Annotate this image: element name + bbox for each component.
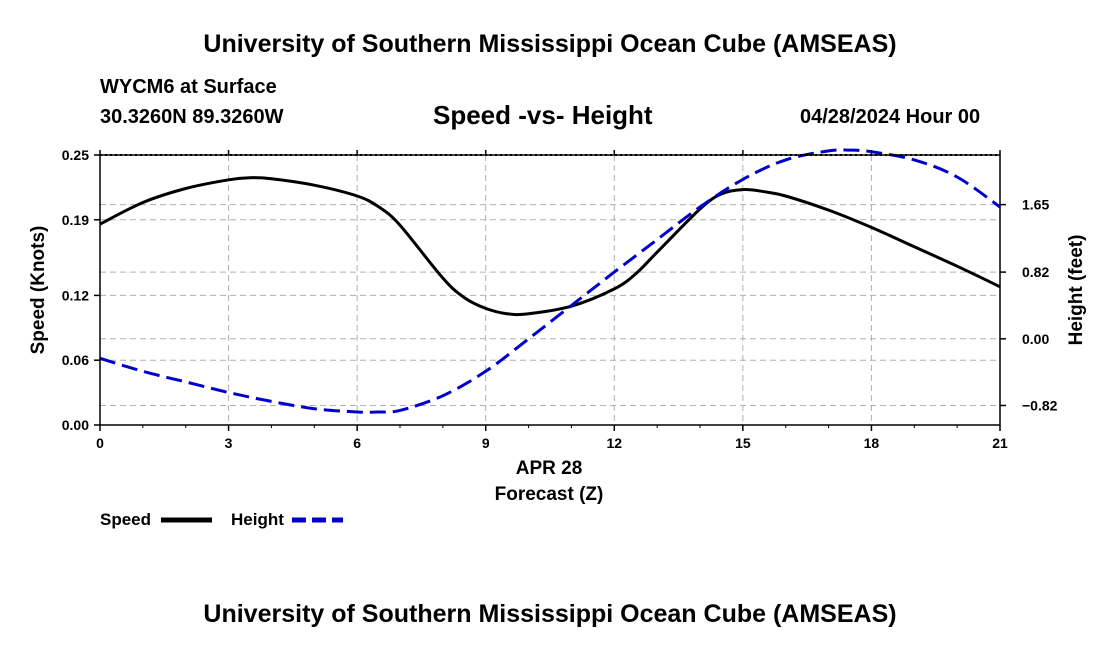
y-right-axis-label: Height (feet)	[1066, 235, 1087, 346]
x-axis-label: Forecast (Z)	[495, 484, 604, 505]
footer-title: University of Southern Mississippi Ocean…	[203, 600, 897, 628]
y-right-tick-label: 0.00	[1022, 331, 1049, 347]
grid-layer	[100, 155, 1000, 425]
y-left-tick-label: 0.25	[62, 147, 89, 163]
y-right-tick-label: 0.82	[1022, 264, 1049, 280]
y-left-axis-label: Speed (Knots)	[28, 226, 49, 355]
series-layer	[99, 148, 1001, 414]
datetime-label: 04/28/2024 Hour 00	[800, 106, 981, 128]
x-tick-label: 12	[606, 435, 622, 451]
legend-speed-label: Speed	[100, 510, 152, 529]
x-tick-label: 3	[225, 435, 233, 451]
chart-title: University of Southern Mississippi Ocean…	[203, 30, 897, 58]
x-tick-label: 0	[96, 435, 104, 451]
speed-series-line	[99, 176, 1001, 317]
y-left-tick-label: 0.19	[62, 212, 89, 228]
x-tick-label: 9	[482, 435, 490, 451]
coordinates-label: 30.3260N 89.3260W	[100, 106, 284, 128]
y-left-tick-label: 0.00	[62, 417, 89, 433]
x-tick-label: 21	[992, 435, 1008, 451]
station-label: WYCM6 at Surface	[100, 76, 277, 98]
x-tick-label: 15	[735, 435, 751, 451]
date-label: APR 28	[516, 458, 583, 479]
y-right-tick-label: 1.65	[1022, 197, 1049, 213]
plot-frame	[99, 154, 1001, 426]
y-left-tick-label: 0.06	[62, 352, 89, 368]
y-left-tick-label: 0.12	[62, 287, 89, 303]
y-right-tick-label: −0.82	[1022, 397, 1058, 413]
x-tick-label: 18	[864, 435, 880, 451]
tick-layer: 0 3 6 9 12 15 18 21 0.00 0.06 0.12 0.19 0.25 −0.82 0.0…	[62, 147, 1058, 451]
x-tick-label: 6	[353, 435, 361, 451]
plot-title: Speed -vs- Height	[433, 100, 653, 130]
legend-height-label: Height	[231, 510, 284, 529]
height-series-line	[99, 148, 1001, 414]
